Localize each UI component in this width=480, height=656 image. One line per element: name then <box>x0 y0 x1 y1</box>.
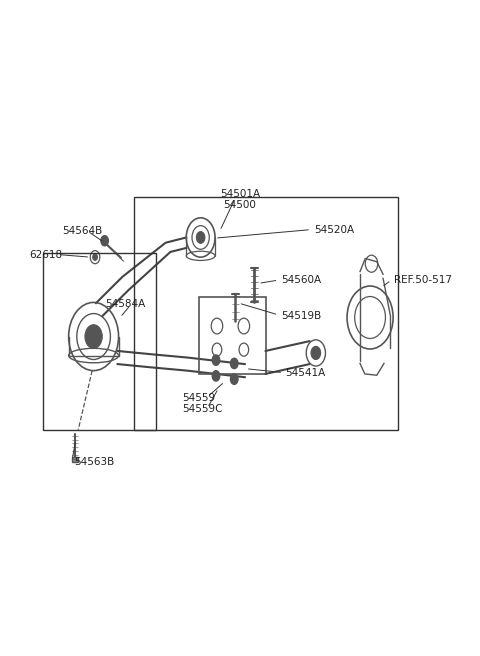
Text: 54519B: 54519B <box>281 311 321 321</box>
Circle shape <box>196 232 205 243</box>
Circle shape <box>85 325 102 348</box>
Bar <box>134 197 398 430</box>
Circle shape <box>93 254 97 260</box>
Bar <box>199 297 266 374</box>
Text: 54541A: 54541A <box>286 367 326 378</box>
Text: 54500: 54500 <box>224 199 256 210</box>
Circle shape <box>230 358 238 369</box>
Text: 54584A: 54584A <box>106 298 146 309</box>
Bar <box>72 457 78 462</box>
Text: 54564B: 54564B <box>62 226 103 236</box>
Circle shape <box>311 346 321 359</box>
Circle shape <box>230 374 238 384</box>
Text: 54563B: 54563B <box>74 457 115 468</box>
Text: 54501A: 54501A <box>220 188 260 199</box>
Circle shape <box>212 355 220 365</box>
Text: 54560A: 54560A <box>281 275 321 285</box>
Text: 54520A: 54520A <box>314 224 355 235</box>
Circle shape <box>101 236 108 246</box>
Bar <box>43 253 156 430</box>
Text: REF.50-517: REF.50-517 <box>394 275 452 285</box>
Text: 62618: 62618 <box>29 249 62 260</box>
Circle shape <box>212 371 220 381</box>
Text: 54559C: 54559C <box>182 404 223 415</box>
Text: 54559: 54559 <box>182 393 216 403</box>
